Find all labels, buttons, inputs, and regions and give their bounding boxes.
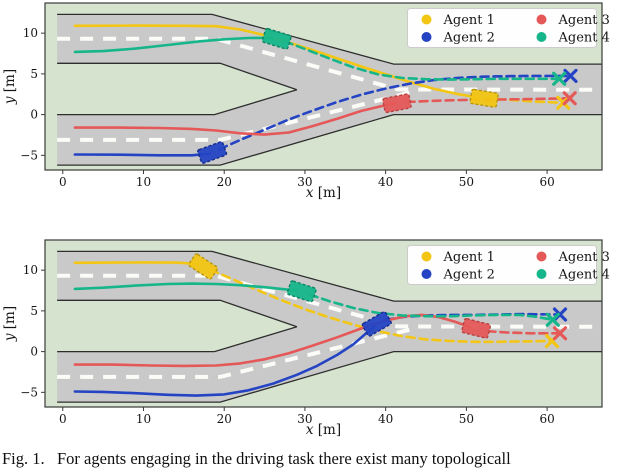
legend-box [407, 8, 597, 48]
agent3-vehicle [461, 317, 492, 339]
legend-label: Agent 2 [443, 268, 495, 283]
agent2-vehicle [361, 311, 392, 337]
y-tick-label: 5 [30, 67, 38, 81]
legend-label: Agent 4 [558, 268, 610, 283]
legend-label: Agent 3 [558, 250, 610, 265]
x-tick-label: 40 [378, 175, 393, 189]
agent2-past-path [73, 152, 211, 157]
agent2-end-marker-x [563, 68, 578, 84]
x-tick-label: 20 [217, 412, 232, 426]
y-tick-label: 0 [30, 345, 38, 359]
legend-label: Agent 2 [443, 31, 495, 46]
agent4-future-path [308, 293, 555, 322]
legend-label: Agent 1 [443, 13, 495, 28]
road-boundary [57, 350, 602, 403]
legend-label: Agent 3 [558, 13, 610, 28]
agent3-end-marker-x [562, 91, 577, 106]
y-axis-label: y [m] [2, 306, 18, 342]
y-tick-label: 10 [23, 263, 38, 277]
x-tick-label: 0 [59, 175, 67, 189]
x-tick-label: 60 [539, 412, 554, 426]
y-tick-label: −5 [20, 148, 38, 162]
x-axis-label: x [m] [306, 185, 341, 201]
agent3-past-path [73, 102, 397, 136]
road-boundary [57, 299, 298, 328]
y-axis-label: y [m] [2, 69, 18, 105]
road-boundary [57, 326, 298, 353]
legend-label: Agent 1 [443, 250, 495, 265]
legend-marker-agent3 [536, 14, 547, 25]
x-tick-label: 20 [217, 175, 232, 189]
road-surface [57, 251, 603, 403]
figure-caption: Fig. 1. For agents engaging in the drivi… [2, 449, 511, 468]
x-tick-label: 30 [297, 175, 312, 189]
x-tick-label: 10 [136, 412, 151, 426]
lane-marking [57, 90, 411, 142]
y-tick-label: −5 [20, 385, 38, 399]
agent4-end-marker-x [552, 71, 567, 86]
agent1-past-path [73, 261, 200, 266]
legend: Agent 1 Agent 2 Agent 3 Agent 4 [407, 8, 610, 48]
legend-marker-agent3 [536, 251, 547, 262]
agent4-vehicle [286, 280, 317, 303]
axes-frame [44, 239, 603, 408]
axes-frame [44, 2, 603, 171]
legend-marker-agent4 [536, 32, 547, 42]
agent2-future-path [218, 74, 572, 151]
legend-box [407, 245, 597, 285]
agent4-past-path [73, 282, 299, 292]
road-surface [57, 14, 603, 166]
legend: Agent 1 Agent 2 Agent 3 Agent 4 [407, 245, 610, 285]
agent4-vehicle [261, 27, 292, 50]
agent1-future-path [209, 268, 554, 344]
y-tick-label: 0 [30, 108, 38, 122]
road-boundary [57, 113, 602, 166]
lane-marking [57, 327, 411, 379]
x-tick-label: 40 [378, 412, 393, 426]
road-boundary [57, 250, 602, 302]
agent3-end-marker-x [552, 326, 568, 341]
agent4-end-marker-x [545, 312, 560, 327]
road-boundary [57, 62, 298, 91]
agent1-vehicle [188, 253, 219, 280]
lane-marking [57, 36, 599, 92]
road-boundary [57, 13, 602, 65]
legend-marker-agent4 [536, 269, 547, 279]
y-tick-label: 5 [30, 304, 38, 318]
x-tick-label: 50 [459, 412, 474, 426]
x-tick-label: 60 [539, 175, 554, 189]
legend-marker-agent1 [421, 14, 432, 25]
agent4-past-path [73, 36, 274, 54]
legend-marker-agent2 [421, 269, 432, 279]
legend-label: Agent 4 [558, 31, 610, 46]
x-axis-label: x [m] [306, 422, 341, 438]
agent1-vehicle [469, 88, 499, 108]
agent3-future-path [405, 97, 571, 104]
agent2-vehicle [197, 141, 228, 164]
x-tick-label: 50 [459, 175, 474, 189]
agent4-future-path [283, 40, 561, 81]
agent3-future-path [486, 329, 562, 335]
agent1-past-path [73, 24, 480, 99]
agent3-vehicle [382, 93, 412, 114]
road-boundary [57, 89, 298, 116]
x-tick-label: 10 [136, 175, 151, 189]
x-tick-label: 0 [59, 412, 67, 426]
agent2-past-path [73, 325, 376, 397]
x-tick-label: 30 [297, 412, 312, 426]
legend-marker-agent2 [421, 32, 432, 42]
y-tick-label: 10 [23, 26, 38, 40]
legend-marker-agent1 [421, 251, 432, 262]
